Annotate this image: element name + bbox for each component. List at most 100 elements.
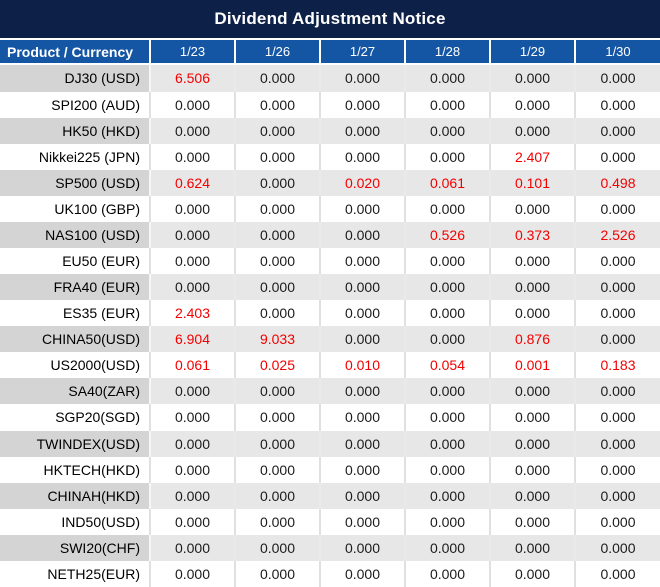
table-row: DJ30 (USD) 6.506 0.000 0.000 0.000 0.000 0.000 <box>0 64 660 92</box>
value-cell: 0.000 <box>404 456 490 483</box>
header-row: Product / Currency 1/23 1/26 1/27 1/28 1/29 1… <box>0 40 660 65</box>
product-cell: Nikkei225 (JPN) <box>0 143 150 170</box>
value-cell: 0.000 <box>489 117 575 144</box>
value-cell: 0.000 <box>149 508 235 535</box>
table-row: US2000(USD) 0.061 0.025 0.010 0.054 0.001 0.18… <box>0 352 660 379</box>
value-cell: 0.000 <box>319 91 405 118</box>
value-cell: 0.000 <box>234 117 320 144</box>
value-cell: 0.054 <box>404 352 490 379</box>
value-cell: 0.000 <box>319 482 405 509</box>
table-row: HKTECH(HKD) 0.000 0.000 0.000 0.000 0.000 0.00… <box>0 456 660 483</box>
value-cell: 0.000 <box>234 508 320 535</box>
table-row: FRA40 (EUR) 0.000 0.000 0.000 0.000 0.000 0.00… <box>0 274 660 301</box>
product-cell: HKTECH(HKD) <box>0 456 150 483</box>
table-row: HK50 (HKD) 0.000 0.000 0.000 0.000 0.000 0.000 <box>0 117 660 144</box>
value-cell: 0.000 <box>404 274 490 301</box>
column-header-date: 1/26 <box>234 40 320 65</box>
value-cell: 0.000 <box>149 248 235 275</box>
value-cell: 0.000 <box>234 534 320 561</box>
value-cell: 0.000 <box>489 64 575 92</box>
value-cell: 0.000 <box>574 64 660 92</box>
product-cell: CHINA50(USD) <box>0 326 150 353</box>
value-cell: 0.000 <box>574 248 660 275</box>
table-row: SP500 (USD) 0.624 0.000 0.020 0.061 0.101 0.49… <box>0 169 660 196</box>
value-cell: 0.498 <box>574 169 660 196</box>
value-cell: 0.000 <box>234 378 320 405</box>
product-cell: FRA40 (EUR) <box>0 274 150 301</box>
column-header-date: 1/28 <box>404 40 490 65</box>
product-cell: ES35 (EUR) <box>0 300 150 327</box>
product-cell: US2000(USD) <box>0 352 150 379</box>
value-cell: 0.000 <box>234 404 320 431</box>
value-cell: 0.101 <box>489 169 575 196</box>
value-cell: 0.000 <box>404 326 490 353</box>
product-cell: NAS100 (USD) <box>0 222 150 249</box>
value-cell: 0.000 <box>574 300 660 327</box>
value-cell: 0.000 <box>489 456 575 483</box>
product-cell: EU50 (EUR) <box>0 248 150 275</box>
value-cell: 0.000 <box>489 482 575 509</box>
value-cell: 0.000 <box>574 91 660 118</box>
value-cell: 0.000 <box>489 300 575 327</box>
product-cell: TWINDEX(USD) <box>0 430 150 457</box>
value-cell: 0.000 <box>489 378 575 405</box>
value-cell: 0.000 <box>404 248 490 275</box>
value-cell: 0.000 <box>404 91 490 118</box>
value-cell: 0.000 <box>489 534 575 561</box>
product-cell: HK50 (HKD) <box>0 117 150 144</box>
value-cell: 0.000 <box>319 430 405 457</box>
value-cell: 0.000 <box>319 248 405 275</box>
value-cell: 0.000 <box>404 508 490 535</box>
table-row: SWI20(CHF) 0.000 0.000 0.000 0.000 0.000 0.000 <box>0 534 660 561</box>
value-cell: 0.000 <box>404 534 490 561</box>
value-cell: 0.624 <box>149 169 235 196</box>
product-cell: IND50(USD) <box>0 508 150 535</box>
value-cell: 2.407 <box>489 143 575 170</box>
table-row: SA40(ZAR) 0.000 0.000 0.000 0.000 0.000 0.000 <box>0 378 660 405</box>
value-cell: 0.000 <box>234 430 320 457</box>
value-cell: 0.000 <box>489 430 575 457</box>
value-cell: 0.876 <box>489 326 575 353</box>
value-cell: 0.000 <box>404 300 490 327</box>
value-cell: 0.000 <box>149 195 235 222</box>
value-cell: 0.000 <box>574 326 660 353</box>
product-cell: SGP20(SGD) <box>0 404 150 431</box>
value-cell: 0.000 <box>319 404 405 431</box>
value-cell: 0.000 <box>234 143 320 170</box>
value-cell: 0.000 <box>404 143 490 170</box>
dividend-table: Product / Currency 1/23 1/26 1/27 1/28 1/29 1… <box>0 40 660 587</box>
value-cell: 2.403 <box>149 300 235 327</box>
product-cell: NETH25(EUR) <box>0 560 150 587</box>
value-cell: 2.526 <box>574 222 660 249</box>
value-cell: 0.000 <box>319 143 405 170</box>
value-cell: 0.000 <box>319 195 405 222</box>
value-cell: 0.000 <box>489 195 575 222</box>
value-cell: 0.000 <box>234 91 320 118</box>
value-cell: 0.000 <box>149 534 235 561</box>
value-cell: 0.025 <box>234 352 320 379</box>
column-header-date: 1/30 <box>574 40 660 65</box>
table-row: TWINDEX(USD) 0.000 0.000 0.000 0.000 0.000 0.0… <box>0 430 660 457</box>
value-cell: 0.000 <box>319 508 405 535</box>
value-cell: 0.000 <box>149 91 235 118</box>
product-cell: UK100 (GBP) <box>0 195 150 222</box>
column-header-date: 1/27 <box>319 40 405 65</box>
value-cell: 0.000 <box>574 456 660 483</box>
table-row: NAS100 (USD) 0.000 0.000 0.000 0.526 0.373 2.5… <box>0 222 660 249</box>
product-cell: SA40(ZAR) <box>0 378 150 405</box>
value-cell: 0.000 <box>319 534 405 561</box>
value-cell: 0.020 <box>319 169 405 196</box>
table-row: SGP20(SGD) 0.000 0.000 0.000 0.000 0.000 0.000 <box>0 404 660 431</box>
value-cell: 0.000 <box>234 222 320 249</box>
column-header-product: Product / Currency <box>0 40 150 65</box>
table-row: CHINA50(USD) 6.904 9.033 0.000 0.000 0.876 0.0… <box>0 326 660 353</box>
value-cell: 0.000 <box>404 195 490 222</box>
product-cell: CHINAH(HKD) <box>0 482 150 509</box>
value-cell: 0.000 <box>149 560 235 587</box>
value-cell: 0.061 <box>149 352 235 379</box>
column-header-date: 1/29 <box>489 40 575 65</box>
product-cell: DJ30 (USD) <box>0 64 150 92</box>
value-cell: 0.000 <box>574 195 660 222</box>
value-cell: 0.000 <box>404 482 490 509</box>
